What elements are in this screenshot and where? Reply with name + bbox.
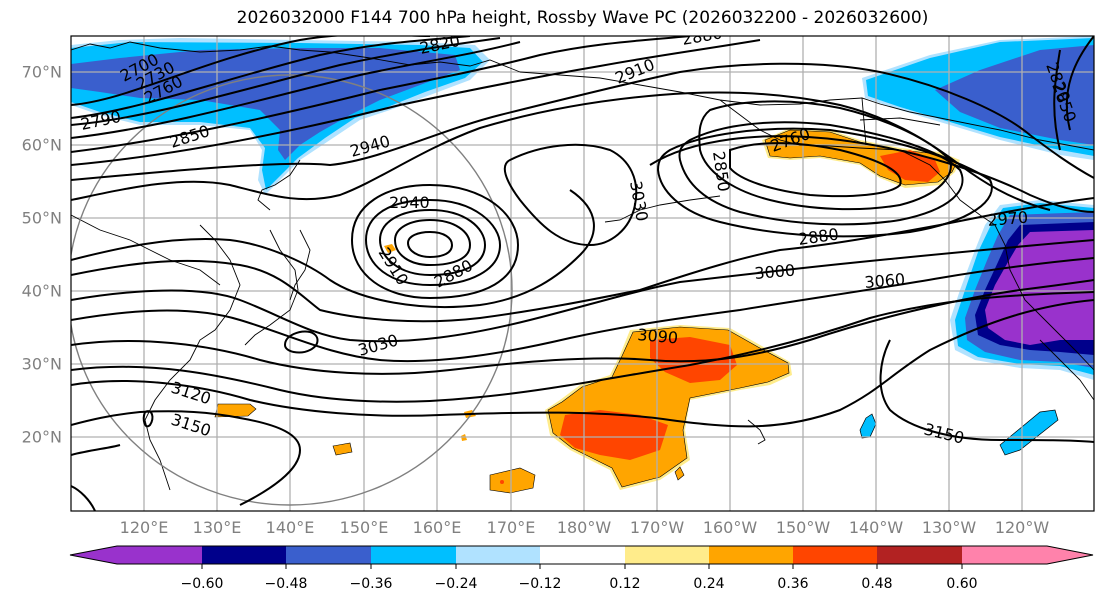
lon-label-170e: 170°E (486, 518, 536, 537)
lon-label-120w: 120°W (994, 518, 1050, 537)
lon-label-160w: 160°W (702, 518, 758, 537)
contour-label: 2970 (987, 208, 1029, 230)
lat-label-30n: 30°N (21, 354, 62, 374)
colorbar-segment (962, 546, 1048, 564)
colorbar-tick: −0.12 (518, 576, 562, 592)
contour-label: 3090 (637, 325, 679, 347)
contour-label: 3000 (754, 261, 796, 283)
lon-label-180w: 180°W (556, 518, 612, 537)
lon-label-140e: 140°E (265, 518, 315, 537)
colorbar-segment (540, 546, 626, 564)
colorbar-segment (793, 546, 878, 564)
shading-negative-northwest (71, 38, 490, 195)
colorbar-tick: −0.24 (434, 576, 478, 592)
lon-label-130e: 130°E (192, 518, 242, 537)
colorbar-outline (69, 545, 1094, 565)
colorbar-tick: 0.24 (693, 576, 725, 592)
colorbar-segment (625, 546, 710, 564)
contour-label: 3060 (864, 270, 906, 292)
shading-positive-west-pacific (214, 244, 476, 456)
colorbar-tick: −0.60 (180, 576, 224, 592)
shading-negative-small (859, 409, 1059, 456)
colorbar-tick: −0.48 (264, 576, 308, 592)
lon-label-150e: 150°E (339, 518, 389, 537)
colorbar-tick: 0.36 (777, 576, 809, 592)
map-title: 2026032000 F144 700 hPa height, Rossby W… (236, 8, 929, 28)
reference-circle (71, 74, 513, 506)
lat-label-20n: 20°N (21, 427, 62, 447)
lon-label-150w: 150°W (775, 518, 831, 537)
lon-label-160e: 160°E (412, 518, 462, 537)
shading-positive-alaska (762, 128, 960, 188)
colorbar-segment (371, 546, 457, 564)
lat-label-60n: 60°N (21, 135, 62, 155)
lat-label-40n: 40°N (21, 281, 62, 301)
contour-label: 2940 (389, 193, 430, 212)
height-contours (71, 36, 1094, 511)
lon-label-170w: 170°W (629, 518, 685, 537)
colorbar-segment (117, 546, 203, 564)
colorbar-segment (877, 546, 963, 564)
lon-label-130w: 130°W (921, 518, 977, 537)
colorbar-segment (286, 546, 372, 564)
lat-label-50n: 50°N (21, 208, 62, 228)
colorbar-tick: −0.36 (349, 576, 393, 592)
colorbar-tick: 0.48 (861, 576, 893, 592)
colorbar-segment (709, 546, 794, 564)
colorbar-extend-min (70, 546, 117, 564)
map-frame (70, 35, 1095, 512)
lon-label-120e: 120°E (119, 518, 169, 537)
colorbar-tick: 0.60 (946, 576, 978, 592)
colorbar-segment (202, 546, 287, 564)
map-area: 2700 2730 2760 2790 2820 2850 2940 2940 … (71, 36, 1094, 511)
lon-label-140w: 140°W (848, 518, 904, 537)
colorbar-tick: 0.12 (609, 576, 641, 592)
colorbar-extend-max (1047, 546, 1093, 564)
colorbar-segment (456, 546, 541, 564)
lat-label-70n: 70°N (21, 62, 62, 82)
colorbar (69, 545, 1094, 569)
